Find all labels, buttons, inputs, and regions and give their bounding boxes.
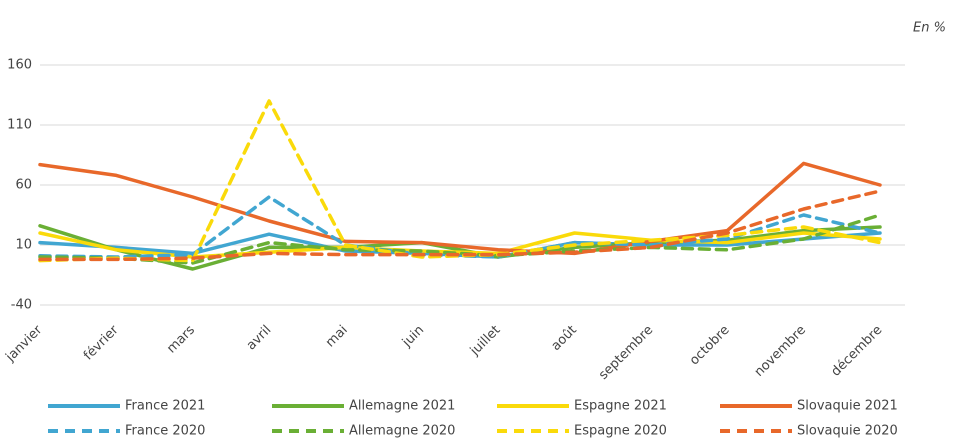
series-line [38,161,882,256]
legend-label: France 2021 [125,399,205,414]
legend-label: Espagne 2020 [574,424,667,439]
series-line [38,231,882,259]
x-tick-label: juin [399,323,427,351]
legend-label: Allemagne 2020 [349,424,455,439]
legend-label: Slovaquie 2020 [797,424,898,439]
legend-label: Allemagne 2021 [349,399,455,414]
legend-label: Slovaquie 2021 [797,399,898,414]
x-tick-label: décembre [828,323,885,380]
x-tick-label: juillet [467,323,504,360]
series-line [38,224,882,271]
series-line [38,99,882,263]
legend-label: Espagne 2021 [574,399,667,414]
x-tick-label: janvier [3,322,46,365]
x-tick-label: février [81,322,122,363]
x-tick-label: mars [164,323,198,357]
y-tick-label: 110 [7,118,32,133]
x-tick-label: mai [323,323,351,351]
x-tick-label: avril [244,323,275,354]
y-tick-label: -40 [11,298,32,313]
y-tick-label: 10 [15,238,32,253]
x-tick-label: août [549,323,580,354]
y-tick-label: 60 [15,178,32,193]
y-tick-label: 160 [7,58,32,73]
x-tick-label: septembre [596,323,656,383]
series-line [38,189,882,262]
x-tick-label: novembre [752,323,809,380]
unit-note: En % [913,21,946,36]
legend-label: France 2020 [125,424,205,439]
series-line [38,213,882,265]
x-tick-label: octobre [687,323,733,369]
